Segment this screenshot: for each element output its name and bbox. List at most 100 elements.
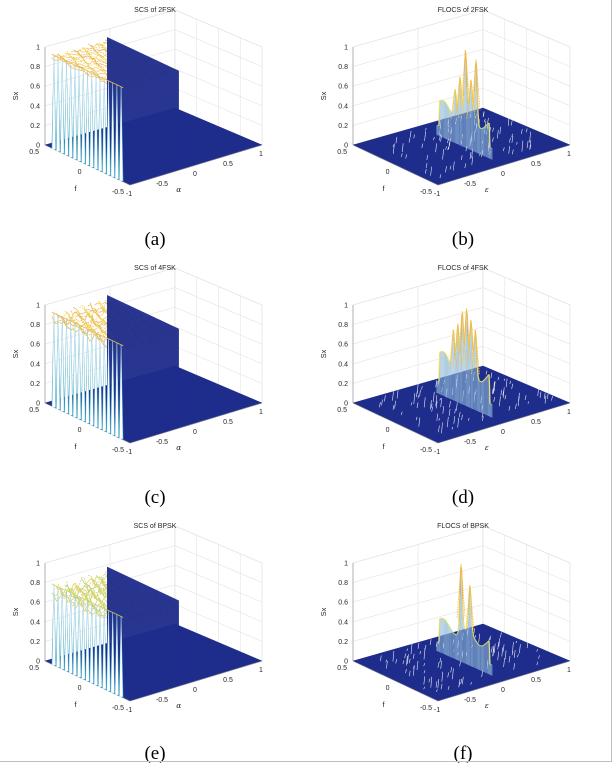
y-tick-label: 0.5 (29, 149, 39, 156)
z-tick-label: 0.8 (30, 64, 40, 71)
noise-spike (447, 672, 449, 678)
noise-spike (435, 143, 437, 153)
noise-spike (511, 133, 513, 137)
x-tick-label: 0 (193, 687, 197, 694)
plot-title: FLOCS of 4FSK (438, 265, 489, 272)
noise-spike (508, 406, 511, 411)
z-gridline (352, 287, 571, 325)
z-gridline (352, 346, 571, 384)
noise-spike (392, 390, 394, 401)
noise-spike (439, 657, 441, 664)
spike (94, 604, 98, 686)
noise-spike (459, 661, 461, 667)
noise-spike (502, 644, 505, 652)
noise-spike (421, 386, 423, 390)
noise-spike (400, 411, 403, 416)
noise-spike (405, 669, 407, 674)
noise-spike (551, 395, 553, 401)
ridge-profile (458, 593, 461, 621)
noise-spike (524, 395, 527, 401)
noise-spike (419, 389, 421, 397)
z-tick-label: 0.4 (338, 103, 348, 110)
noise-spike (491, 388, 494, 394)
ridge-profile (462, 620, 465, 629)
noise-spike (445, 166, 447, 173)
ridge-profile (445, 103, 448, 106)
ridge-profile (452, 631, 454, 634)
noise-spike (493, 381, 496, 392)
z-tick-label: 1 (344, 303, 348, 310)
z-tick-label: 1 (36, 303, 40, 310)
x-axis-line (437, 144, 571, 186)
noise-spike (526, 640, 529, 649)
x-tick-label: -1 (434, 191, 440, 198)
x-tick-label: 0.5 (223, 677, 233, 684)
spike (56, 57, 60, 152)
spike (68, 592, 73, 674)
x-tick-label: 0 (501, 687, 505, 694)
noise-spike (436, 689, 438, 693)
x-tick-label: 1 (567, 667, 571, 674)
noise-spike (439, 174, 442, 179)
spike (115, 84, 119, 179)
peak-outline (466, 79, 476, 119)
plateau-side-face (106, 36, 179, 166)
noise-spike (430, 676, 433, 688)
noise-spike (517, 653, 519, 658)
spike (110, 340, 115, 436)
y-tick-label: 0 (386, 427, 390, 434)
noise-spike (515, 403, 517, 410)
x-axis-line (129, 660, 263, 702)
noise-spike (440, 683, 443, 690)
z-axis-label: Sx (11, 349, 20, 358)
ridge-profile (443, 618, 446, 621)
ridge-profile (484, 125, 486, 128)
y-tick-label: 0 (386, 169, 390, 176)
noise-spike (546, 393, 549, 400)
spike (85, 70, 90, 166)
spike (106, 338, 111, 434)
ridge-profile (443, 351, 445, 353)
z-tick-label: 0.4 (30, 361, 40, 368)
z-gridline (352, 48, 571, 87)
noise-spike (497, 651, 499, 661)
spike (60, 59, 65, 154)
z-tick-label: 0.4 (338, 361, 348, 368)
noise-spike (404, 653, 406, 659)
plateau-side-face (106, 294, 179, 424)
noise-spike (423, 670, 426, 674)
noise-spike (503, 378, 506, 381)
peak-outline (462, 308, 472, 363)
z-axis-label: Sx (319, 607, 328, 616)
noise-spike (497, 376, 500, 381)
ridge-profile (454, 633, 456, 635)
z-gridline (44, 267, 263, 306)
noise-spike (458, 411, 461, 418)
x-tick-label: -1 (126, 707, 132, 714)
x-tick-label: -1 (434, 449, 440, 456)
spike (94, 74, 98, 170)
spike (106, 610, 111, 692)
y-tick-label: 0 (78, 169, 82, 176)
noise-spike (413, 134, 415, 139)
x-axis-line (437, 402, 571, 444)
ridge-profile (456, 631, 459, 635)
peak-outline (457, 311, 467, 363)
y-tick-label: 0.5 (29, 407, 39, 414)
z-tick-label: 0 (344, 659, 348, 666)
noise-spike (502, 387, 505, 398)
ridge-profile (450, 354, 453, 362)
noise-spike (467, 417, 470, 421)
noise-spike (410, 643, 413, 655)
floor-noise (379, 370, 553, 434)
x-tick-label: -0.5 (464, 181, 476, 188)
noise-spike (508, 655, 511, 663)
ridge-profile (486, 374, 489, 377)
x-tick-label: 0.5 (531, 677, 541, 684)
spike (52, 313, 56, 408)
noise-spike (512, 641, 514, 653)
spike (89, 72, 94, 168)
z-axis-label: Sx (11, 91, 20, 100)
y-axis: -0.5 0 0.5 f (337, 665, 432, 712)
noise-spike (408, 658, 411, 664)
